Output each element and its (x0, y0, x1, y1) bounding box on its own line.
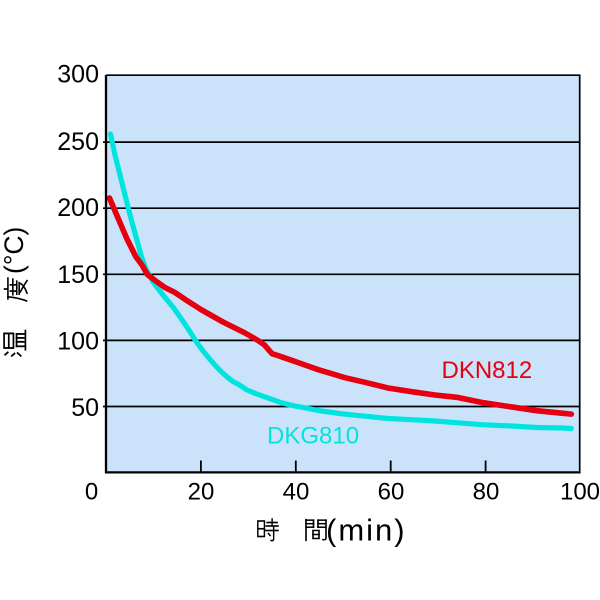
svg-text:0: 0 (85, 479, 98, 506)
svg-text:(°C): (°C) (0, 227, 29, 274)
svg-text:80: 80 (473, 479, 500, 506)
svg-text:250: 250 (57, 128, 99, 156)
svg-text:20: 20 (188, 479, 215, 506)
svg-text:40: 40 (283, 479, 310, 506)
svg-text:50: 50 (71, 394, 99, 422)
svg-text:300: 300 (57, 61, 99, 89)
svg-text:60: 60 (378, 479, 405, 506)
svg-text:DKN812: DKN812 (442, 357, 533, 384)
svg-text:(min): (min) (326, 513, 407, 548)
svg-text:100: 100 (57, 328, 99, 356)
svg-text:200: 200 (57, 194, 99, 222)
svg-text:DKG810: DKG810 (267, 423, 359, 450)
svg-text:150: 150 (57, 261, 99, 289)
svg-text:100: 100 (560, 479, 600, 506)
